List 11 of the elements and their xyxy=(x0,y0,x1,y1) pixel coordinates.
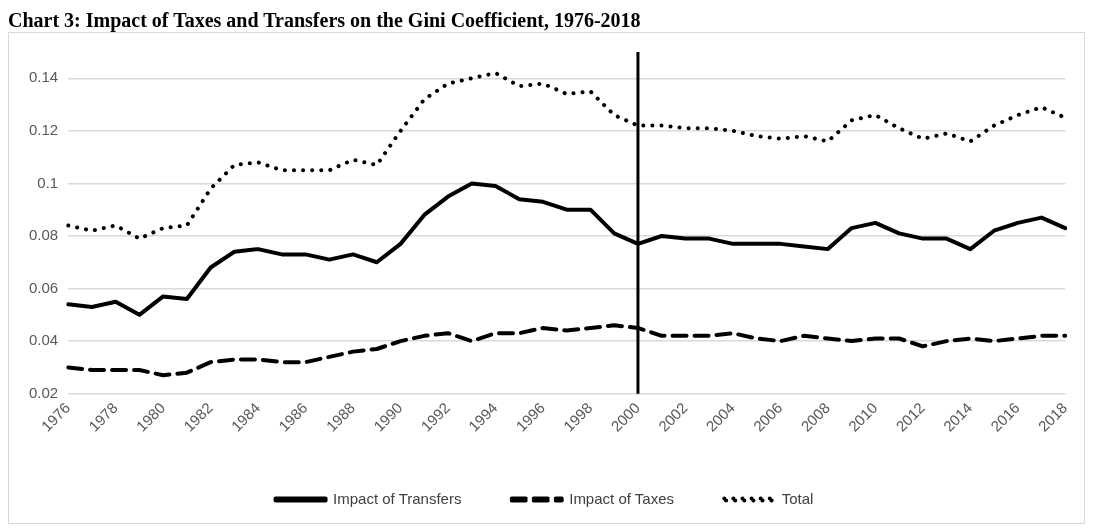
legend-label: Impact of Transfers xyxy=(333,489,462,507)
legend-label: Impact of Taxes xyxy=(569,489,674,507)
y-tick-label: 0.12 xyxy=(28,120,59,138)
y-tick-label: 0.06 xyxy=(28,278,59,296)
y-tick-label: 0.08 xyxy=(28,226,59,244)
y-tick-label: 0.1 xyxy=(37,173,59,191)
legend-label: Total xyxy=(781,489,814,507)
y-tick-label: 0.02 xyxy=(28,383,59,401)
y-tick-label: 0.14 xyxy=(28,68,59,86)
y-tick-label: 0.04 xyxy=(28,331,59,349)
chart-title: Chart 3: Impact of Taxes and Transfers on the Gini Coefficient, 1976-2018 xyxy=(8,8,642,32)
